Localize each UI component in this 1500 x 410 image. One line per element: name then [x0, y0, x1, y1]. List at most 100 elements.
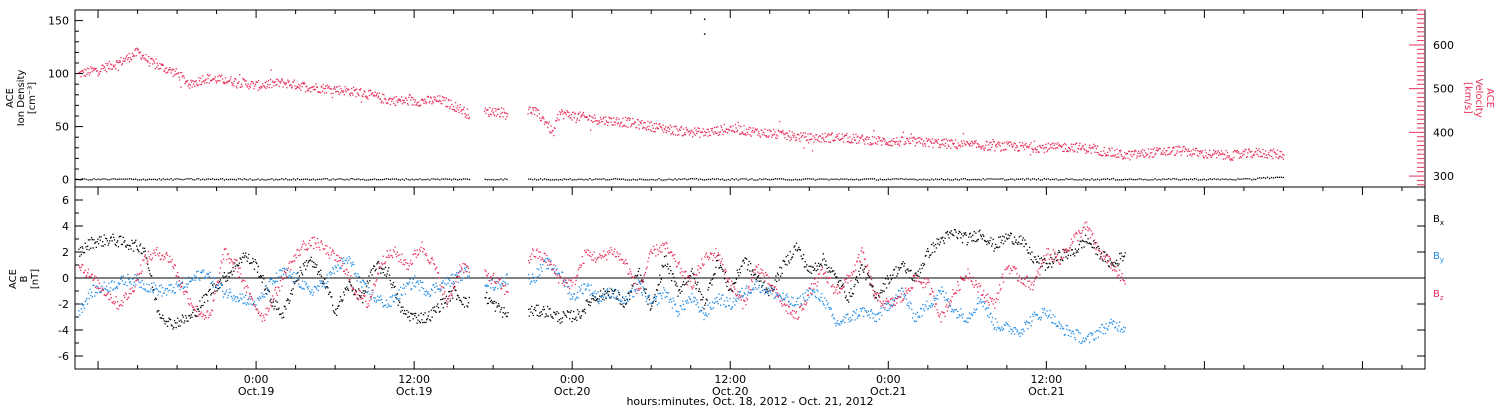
b-point: [271, 278, 273, 280]
velocity-point: [191, 86, 193, 88]
b-point: [919, 316, 921, 318]
tick-label: -6: [58, 350, 69, 363]
b-point: [845, 313, 847, 316]
density-outlier: [703, 33, 706, 35]
velocity-point: [238, 80, 240, 83]
b-point: [845, 295, 847, 297]
b-point: [229, 272, 231, 274]
b-point: [1067, 254, 1069, 256]
density-point: [757, 179, 759, 181]
density-point: [656, 179, 658, 181]
density-point: [79, 179, 81, 181]
velocity-point: [583, 114, 585, 117]
density-point: [810, 178, 812, 180]
velocity-point: [918, 140, 920, 143]
b-point: [184, 320, 186, 322]
b-point: [497, 305, 499, 307]
b-point: [730, 308, 732, 310]
density-point: [113, 178, 115, 180]
b-point: [224, 293, 226, 295]
velocity-point: [665, 131, 668, 134]
b-point: [570, 310, 572, 312]
b-point: [341, 300, 343, 303]
b-point: [126, 285, 128, 287]
b-point: [949, 305, 952, 307]
b-point: [1009, 328, 1012, 330]
b-point: [811, 289, 813, 292]
velocity-point: [493, 114, 496, 117]
velocity-point: [303, 81, 305, 84]
b-point: [696, 284, 698, 286]
velocity-point: [601, 121, 603, 123]
b-point: [781, 299, 783, 302]
b-point: [132, 250, 135, 252]
b-point: [680, 285, 682, 288]
b-point: [945, 232, 948, 234]
density-point: [577, 178, 579, 180]
velocity-point: [1162, 153, 1165, 155]
velocity-point: [1081, 145, 1084, 147]
b-point: [614, 289, 616, 292]
b-point: [667, 268, 670, 270]
b-point: [1061, 326, 1063, 328]
b-point: [757, 275, 760, 277]
b-point: [805, 300, 807, 302]
velocity-point: [601, 120, 604, 123]
velocity-point: [1006, 143, 1009, 145]
b-point: [549, 308, 551, 310]
b-point: [771, 293, 773, 295]
density-point: [1217, 178, 1219, 180]
b-point: [855, 309, 858, 311]
density-point: [709, 178, 712, 181]
b-point: [400, 306, 403, 308]
velocity-point: [649, 129, 652, 131]
b-point: [786, 293, 788, 295]
b-point: [265, 292, 267, 295]
density-point: [1079, 179, 1081, 181]
b-point: [317, 271, 320, 273]
velocity-point: [418, 105, 421, 107]
velocity-point: [939, 146, 941, 148]
b-point: [925, 305, 927, 308]
b-point: [501, 307, 503, 309]
velocity-point: [922, 145, 924, 147]
b-point: [1036, 314, 1038, 317]
velocity-point: [723, 131, 725, 133]
velocity-point: [946, 147, 948, 149]
velocity-point: [1264, 150, 1267, 152]
velocity-point: [202, 80, 205, 83]
b-point: [237, 297, 239, 299]
b-point: [846, 299, 848, 301]
b-point: [675, 310, 678, 312]
velocity-point: [1187, 148, 1190, 150]
b-point: [397, 298, 399, 301]
velocity-point: [462, 109, 464, 111]
b-point: [1035, 258, 1037, 261]
velocity-point: [1040, 146, 1042, 149]
velocity-point: [782, 132, 785, 134]
b-point: [807, 290, 809, 292]
b-point: [103, 234, 105, 236]
b-point: [661, 297, 663, 300]
velocity-point: [649, 122, 651, 124]
velocity-point: [554, 127, 556, 130]
density-point: [174, 178, 176, 180]
b-point: [120, 243, 123, 245]
velocity-point: [294, 88, 297, 90]
b-point: [182, 287, 184, 290]
velocity-point: [664, 129, 666, 131]
velocity-point: [1002, 149, 1005, 151]
b-point: [944, 299, 946, 301]
b-point: [236, 264, 238, 266]
b-point: [939, 290, 941, 292]
density-point: [1233, 179, 1235, 181]
velocity-point: [907, 139, 909, 141]
velocity-point: [906, 137, 908, 140]
b-point: [415, 281, 418, 284]
b-point: [377, 260, 380, 263]
velocity-point: [597, 123, 600, 125]
velocity-point: [1076, 151, 1078, 153]
density-point: [591, 179, 593, 181]
velocity-point: [432, 101, 434, 104]
velocity-point: [587, 119, 589, 121]
